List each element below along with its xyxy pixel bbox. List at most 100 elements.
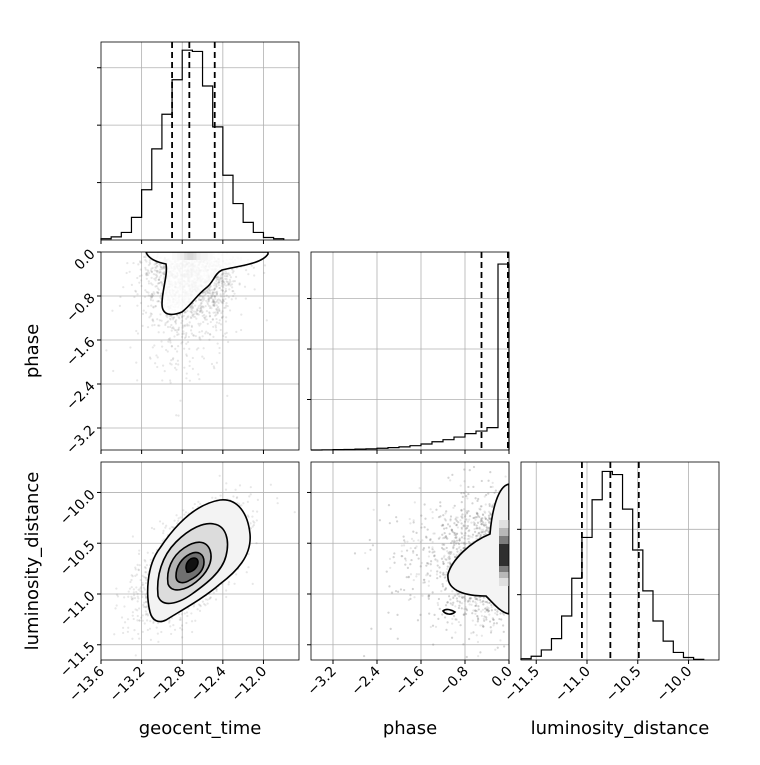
sample-point bbox=[225, 482, 227, 484]
sample-point bbox=[133, 618, 135, 620]
sample-point bbox=[132, 611, 134, 613]
sample-point bbox=[204, 332, 206, 334]
sample-point bbox=[133, 629, 135, 631]
sample-point bbox=[159, 520, 161, 522]
sample-point bbox=[207, 323, 209, 325]
sample-point bbox=[209, 292, 211, 294]
sample-point bbox=[240, 504, 242, 506]
sample-point bbox=[154, 362, 156, 364]
sample-point bbox=[144, 571, 146, 573]
sample-point bbox=[135, 362, 137, 364]
sample-point bbox=[140, 586, 142, 588]
sample-point bbox=[161, 379, 163, 381]
sample-point bbox=[135, 568, 137, 570]
sample-point bbox=[145, 596, 147, 598]
sample-point bbox=[277, 502, 279, 504]
sample-point bbox=[124, 621, 126, 623]
sample-point bbox=[239, 484, 241, 486]
sample-point bbox=[249, 522, 251, 524]
sample-point bbox=[146, 291, 148, 293]
sample-point bbox=[130, 579, 132, 581]
sample-point bbox=[190, 316, 192, 318]
sample-point bbox=[253, 267, 255, 269]
sample-point bbox=[154, 285, 156, 287]
sample-point bbox=[224, 333, 226, 335]
sample-point bbox=[185, 622, 187, 624]
sample-point bbox=[200, 299, 202, 301]
sample-point bbox=[136, 293, 138, 295]
sample-point bbox=[185, 336, 187, 338]
sample-point bbox=[117, 595, 119, 597]
sample-point bbox=[220, 285, 222, 287]
sample-point bbox=[252, 583, 254, 585]
sample-point bbox=[142, 631, 144, 633]
sample-point bbox=[202, 315, 204, 317]
sample-point bbox=[248, 553, 250, 555]
sample-point bbox=[212, 318, 214, 320]
sample-point bbox=[171, 330, 173, 332]
sample-point bbox=[204, 604, 206, 606]
sample-point bbox=[209, 289, 211, 291]
sample-point bbox=[233, 583, 235, 585]
sample-point bbox=[199, 304, 201, 306]
sample-point bbox=[145, 260, 147, 262]
sample-point bbox=[259, 307, 261, 309]
sample-point bbox=[225, 288, 227, 290]
sample-point bbox=[129, 346, 131, 348]
sample-point bbox=[162, 530, 164, 532]
sample-point bbox=[276, 497, 278, 499]
sample-point bbox=[164, 322, 166, 324]
sample-point bbox=[131, 598, 133, 600]
sample-point bbox=[186, 310, 188, 312]
sample-point bbox=[197, 501, 199, 503]
sample-point bbox=[138, 553, 140, 555]
sample-point bbox=[137, 633, 139, 635]
sample-point bbox=[121, 616, 123, 618]
sample-point bbox=[232, 295, 234, 297]
sample-point bbox=[250, 493, 252, 495]
sample-point bbox=[218, 352, 220, 354]
sample-point bbox=[205, 305, 207, 307]
sample-point bbox=[196, 348, 198, 350]
sample-point bbox=[163, 331, 165, 333]
sample-point bbox=[184, 612, 186, 614]
sample-point bbox=[181, 336, 183, 338]
sample-point bbox=[239, 283, 241, 285]
sample-point bbox=[211, 363, 213, 365]
sample-point bbox=[206, 310, 208, 312]
sample-point bbox=[183, 315, 185, 317]
sample-point bbox=[207, 295, 209, 297]
sample-point bbox=[144, 559, 146, 561]
sample-point bbox=[215, 318, 217, 320]
sample-point bbox=[199, 310, 201, 312]
sample-point bbox=[157, 641, 159, 643]
sample-point bbox=[139, 620, 141, 622]
sample-point bbox=[196, 309, 198, 311]
sample-point bbox=[170, 359, 172, 361]
sample-point bbox=[244, 286, 246, 288]
sample-point bbox=[172, 357, 174, 359]
sample-point bbox=[122, 286, 124, 288]
sample-point bbox=[217, 278, 219, 280]
sample-point bbox=[184, 324, 186, 326]
sample-point bbox=[247, 514, 249, 516]
sample-point bbox=[149, 628, 151, 630]
sample-point bbox=[178, 517, 180, 519]
sample-point bbox=[212, 300, 214, 302]
sample-point bbox=[145, 582, 147, 584]
sample-point bbox=[145, 274, 147, 276]
sample-point bbox=[177, 415, 179, 417]
sample-point bbox=[202, 296, 204, 298]
sample-point bbox=[193, 334, 195, 336]
sample-point bbox=[202, 335, 204, 337]
sample-point bbox=[228, 283, 230, 285]
sample-point bbox=[225, 489, 227, 491]
sample-point bbox=[256, 510, 258, 512]
sample-point bbox=[175, 322, 177, 324]
sample-point bbox=[133, 594, 135, 596]
sample-point bbox=[128, 590, 130, 592]
sample-point bbox=[236, 497, 238, 499]
sample-point bbox=[122, 627, 124, 629]
sample-point bbox=[227, 305, 229, 307]
